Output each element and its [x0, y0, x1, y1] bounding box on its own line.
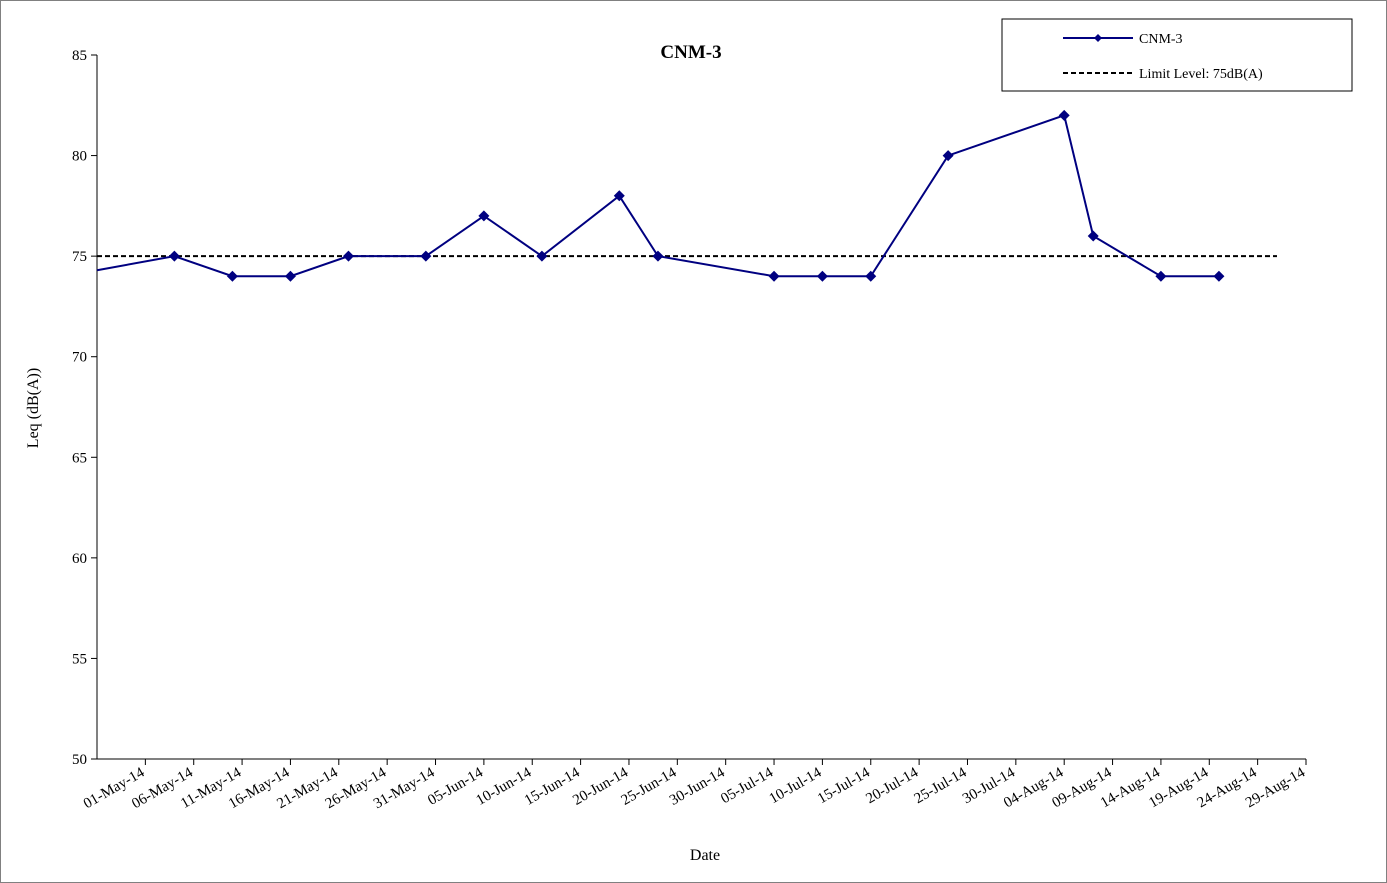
x-axis-title: Date	[690, 847, 720, 864]
data-point	[420, 250, 432, 262]
data-point	[652, 250, 664, 262]
x-ticks: 01-May-1406-May-1411-May-1416-May-1421-M…	[81, 759, 1308, 812]
y-tick-label: 80	[72, 149, 87, 165]
data-point	[226, 270, 238, 282]
y-tick-label: 50	[72, 752, 87, 768]
data-point	[168, 250, 180, 262]
x-tick-label: 30-Jun-14	[667, 764, 728, 809]
x-tick-label: 10-Jul-14	[767, 764, 825, 807]
chart-title: CNM-3	[660, 42, 721, 63]
y-tick-label: 60	[72, 551, 87, 567]
x-tick-label: 15-Jul-14	[815, 764, 873, 807]
y-tick-label: 65	[72, 450, 87, 466]
legend-marker-cnm-3	[1094, 34, 1102, 42]
data-point	[613, 190, 625, 202]
data-point	[768, 270, 780, 282]
axes	[96, 55, 1306, 760]
x-tick-label: 25-Jul-14	[912, 764, 970, 807]
data-point	[478, 210, 490, 222]
legend-box	[1001, 18, 1353, 92]
data-point	[536, 250, 548, 262]
data-point	[1087, 230, 1099, 242]
y-ticks: 50 55 60 65 70 75 80 85	[72, 48, 97, 768]
y-axis-title: Leq (dB(A))	[25, 368, 42, 448]
data-point	[1058, 109, 1070, 121]
y-tick-label: 75	[72, 249, 87, 265]
x-tick-label: 05-Jul-14	[718, 764, 776, 807]
data-point	[1155, 270, 1167, 282]
data-point	[816, 270, 828, 282]
plot-area	[96, 109, 1277, 282]
data-point	[942, 150, 954, 162]
y-tick-label: 55	[72, 651, 87, 667]
legend: CNM-3 Limit Level: 75dB(A)	[1001, 18, 1353, 92]
data-point	[865, 270, 877, 282]
legend-label-cnm-3: CNM-3	[1139, 32, 1183, 47]
series-cnm-3-line	[96, 114, 1219, 278]
y-tick-label: 85	[72, 48, 87, 64]
data-point	[1213, 270, 1225, 282]
legend-label-limit: Limit Level: 75dB(A)	[1139, 67, 1263, 82]
x-tick-label: 20-Jul-14	[863, 764, 921, 807]
data-point	[342, 250, 354, 262]
y-tick-label: 70	[72, 350, 87, 366]
data-point	[284, 270, 296, 282]
